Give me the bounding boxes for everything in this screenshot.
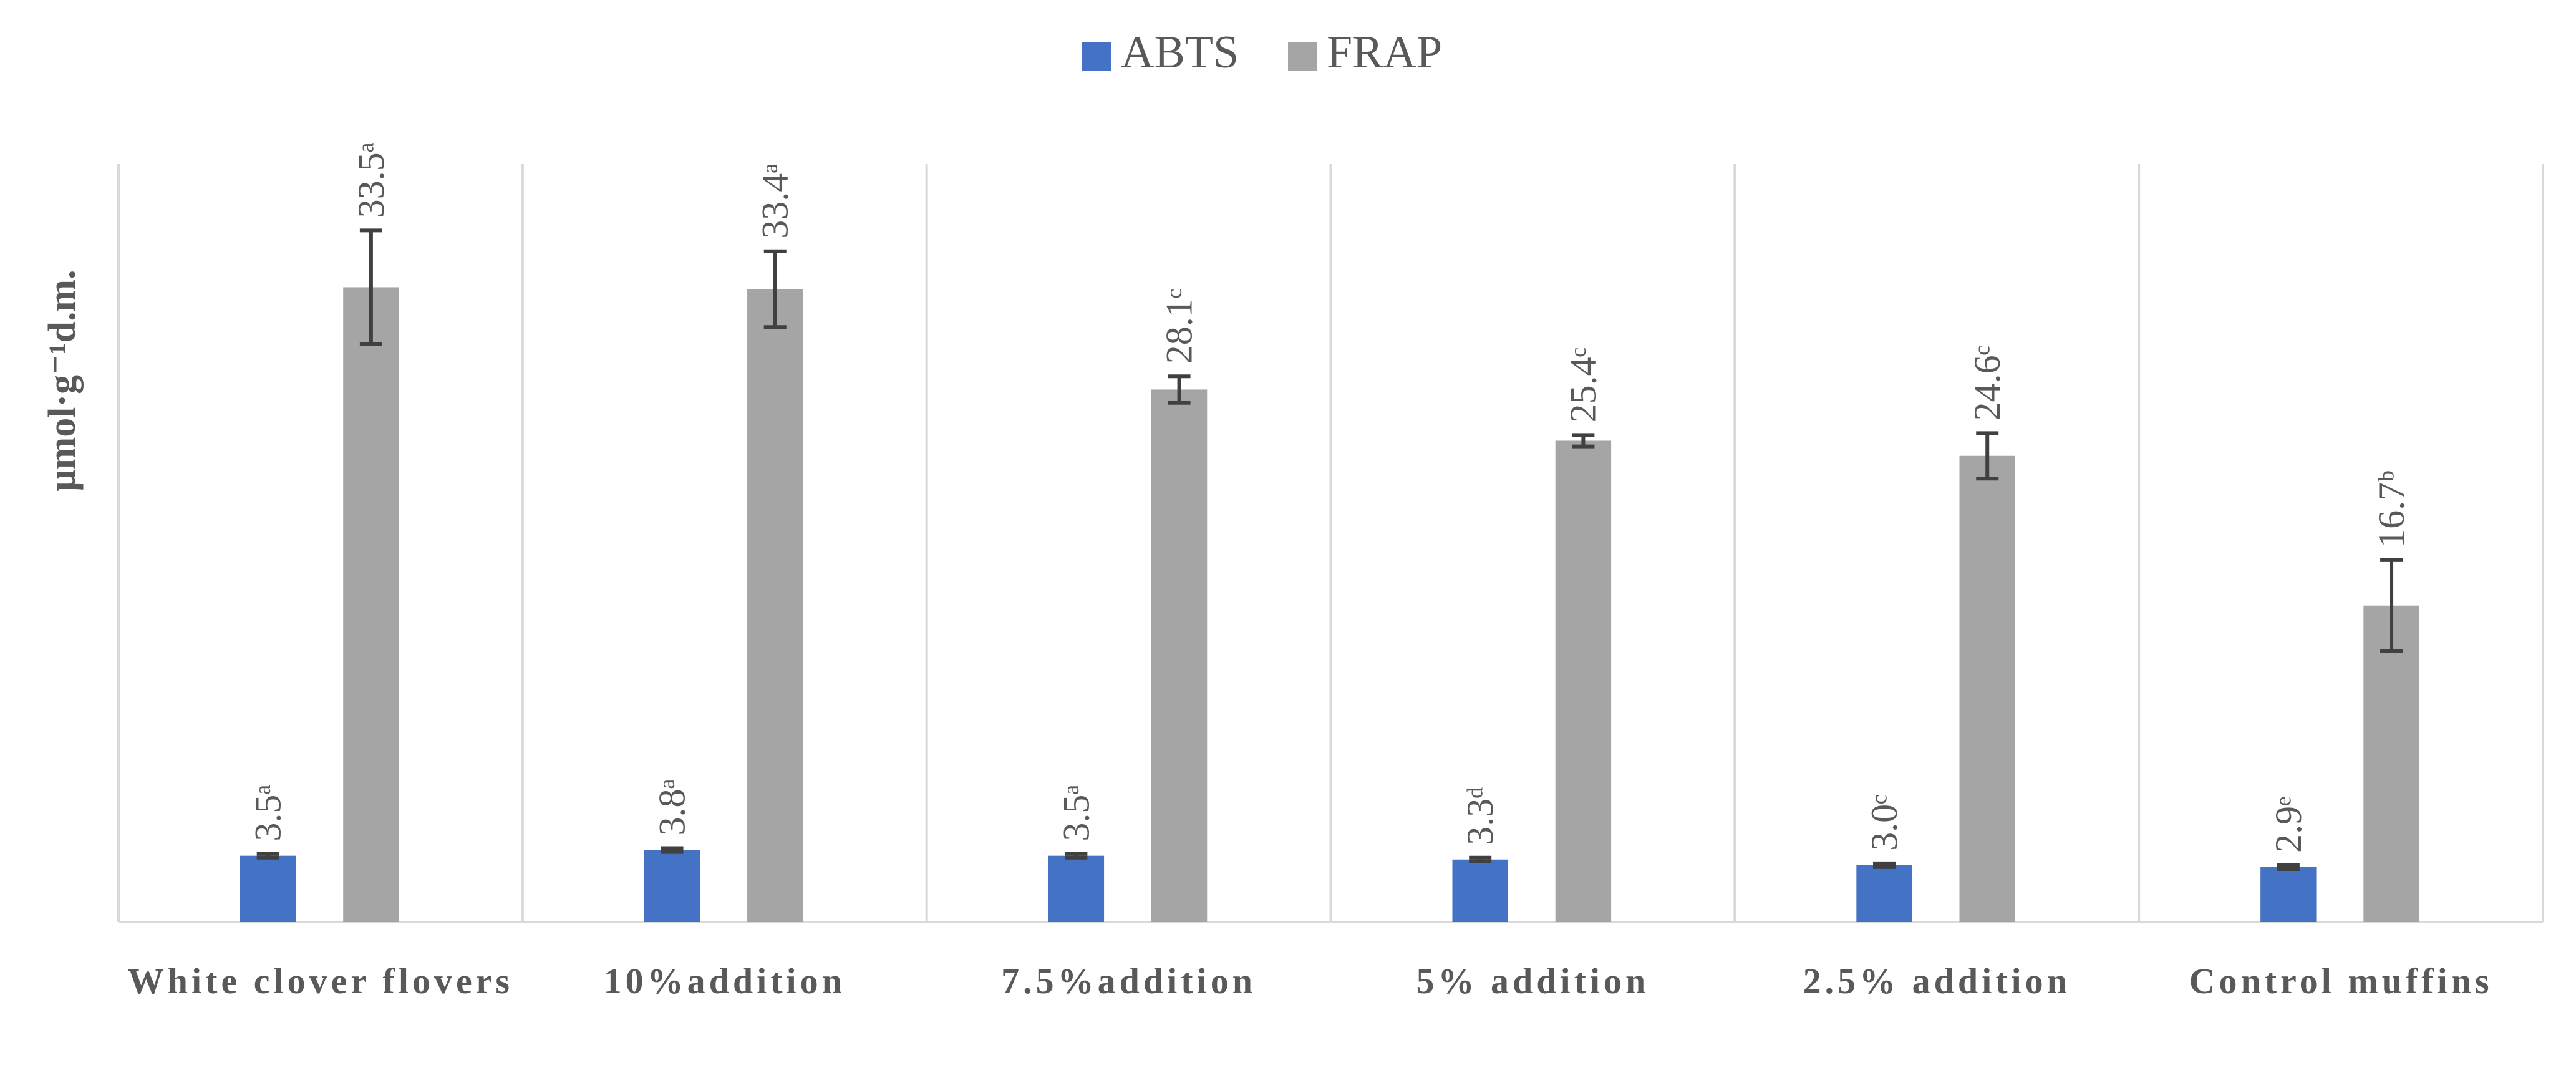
x-tick-label: 2.5% addition <box>1803 961 2071 1001</box>
data-label: 3.8ᵃ <box>652 779 693 835</box>
bar <box>2363 605 2419 922</box>
error-bar <box>359 228 382 346</box>
error-bar <box>1065 852 1088 860</box>
data-label: 24.6ᶜ <box>1967 346 2008 420</box>
data-label: 25.4ᶜ <box>1562 347 1604 422</box>
data-label: 3.5ᵃ <box>248 784 289 841</box>
bar <box>747 289 803 923</box>
error-bar <box>256 852 279 860</box>
error-bar <box>1168 374 1191 405</box>
bar <box>1452 859 1508 922</box>
data-label: 28.1ᶜ <box>1159 289 1200 364</box>
legend-label: ABTS <box>1121 27 1239 78</box>
data-label: 33.5ᵃ <box>351 142 392 218</box>
error-bar <box>661 846 684 854</box>
data-label: 16.7ᵇ <box>2371 470 2412 548</box>
data-label: 3.5ᵃ <box>1055 784 1097 841</box>
x-tick-label: 10%addition <box>603 961 846 1001</box>
legend-swatch <box>1288 42 1317 71</box>
legend: ABTS FRAP <box>1082 27 1442 78</box>
legend-label: FRAP <box>1327 27 1442 78</box>
x-tick-label: 7.5%addition <box>1001 961 1256 1001</box>
y-axis-label: μmol·g⁻¹d.m. <box>41 270 84 491</box>
error-bar <box>2277 863 2300 871</box>
bar <box>240 855 296 922</box>
error-bar <box>2380 558 2403 653</box>
legend-swatch <box>1082 42 1111 71</box>
data-label: 33.4ᵃ <box>755 163 796 238</box>
bar <box>1151 389 1208 922</box>
bar <box>1555 440 1612 922</box>
error-bar <box>1572 433 1595 449</box>
error-bar <box>763 249 787 329</box>
bar <box>2260 867 2317 922</box>
x-tick-label: White clover flovers <box>127 961 514 1001</box>
bar <box>1048 855 1105 922</box>
bar <box>644 850 700 922</box>
data-label: 2.9ᵉ <box>2268 796 2309 852</box>
bar <box>1856 865 1912 922</box>
error-bar <box>1976 431 1999 481</box>
data-label: 3.0ᶜ <box>1864 794 1905 850</box>
data-label: 3.3ᵈ <box>1460 787 1501 845</box>
bar <box>343 287 399 922</box>
x-tick-label: Control muffins <box>2189 961 2493 1001</box>
error-bar <box>1873 861 1896 869</box>
x-tick-label: 5% addition <box>1416 961 1650 1001</box>
error-bar <box>1469 855 1492 863</box>
bar <box>1959 455 2015 922</box>
